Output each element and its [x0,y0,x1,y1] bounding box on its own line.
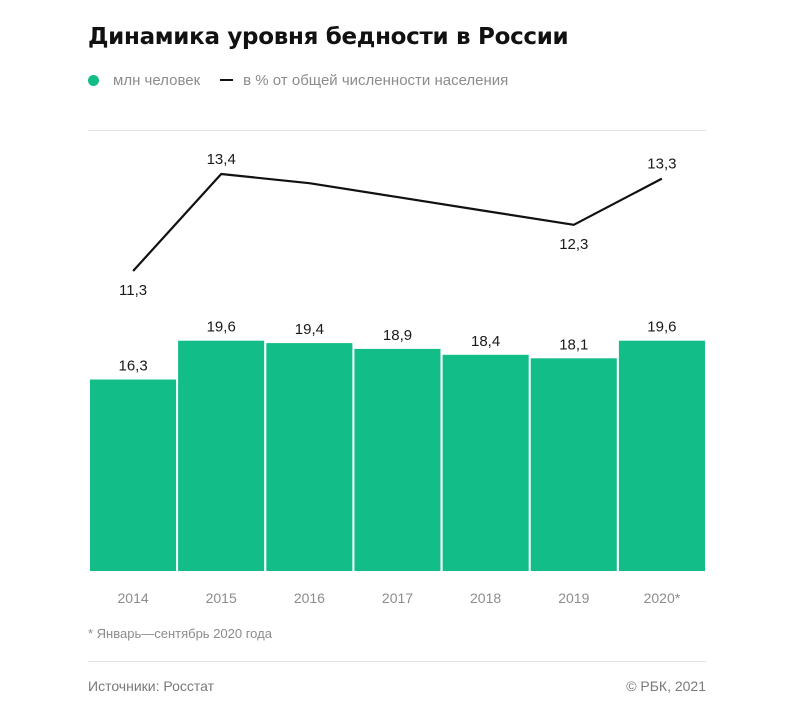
x-tick-2015: 2015 [206,590,237,606]
copyright-text: © РБК, 2021 [626,678,706,694]
bar-2017 [354,348,441,571]
legend: млн человек в % от общей численности нас… [88,70,508,90]
x-tick-2020*: 2020* [644,590,681,606]
footnote: * Январь—сентябрь 2020 года [88,626,272,641]
legend-line-label: в % от общей численности населения [243,71,509,89]
bar-value-label-2016: 19,4 [295,321,324,338]
bar-value-label-2018: 18,4 [471,333,500,350]
line-value-label-2014: 11,3 [119,282,147,299]
bar-value-label-2015: 19,6 [207,319,236,336]
line-value-label-2015: 13,4 [207,151,236,168]
bar-2018 [442,354,529,571]
bar-value-label-2017: 18,9 [383,327,412,344]
bar-value-label-2020*: 19,6 [647,319,676,336]
legend-bar-label: млн человек [113,71,201,89]
legend-line-marker [220,79,234,81]
bar-2016 [266,343,353,571]
bar-2020* [618,340,705,571]
bar-value-label-2014: 16,3 [118,358,147,375]
chart-plot: 16,3 19,6 19,4 18,9 18,4 18,1 19,6 11,3 13,4 12,3… [90,151,705,606]
line-value-label-2020*: 13,3 [647,156,676,173]
x-axis-ticks: 2014 2015 2016 2017 2018 2019 2020* [118,590,681,606]
bar-2019 [530,358,617,571]
line-layer [132,172,663,272]
x-tick-2017: 2017 [382,590,413,606]
x-tick-2018: 2018 [470,590,501,606]
x-tick-2016: 2016 [294,590,325,606]
labels-layer: 16,3 19,6 19,4 18,9 18,4 18,1 19,6 11,3 13,4 12,3… [118,151,676,375]
bar-2014 [90,379,177,571]
top-divider [88,130,706,131]
bars-layer [90,340,705,571]
legend-bar-marker [88,74,99,86]
bar-value-label-2019: 18,1 [559,336,588,353]
source-text: Источники: Росстат [88,678,215,694]
line-value-label-2019: 12,3 [559,236,588,253]
bottom-divider [88,661,706,662]
poverty-rate-line [132,172,663,272]
x-tick-2014: 2014 [118,590,149,606]
chart-title: Динамика уровня бедности в России [88,24,569,50]
x-tick-2019: 2019 [558,590,589,606]
bar-2015 [178,340,265,571]
